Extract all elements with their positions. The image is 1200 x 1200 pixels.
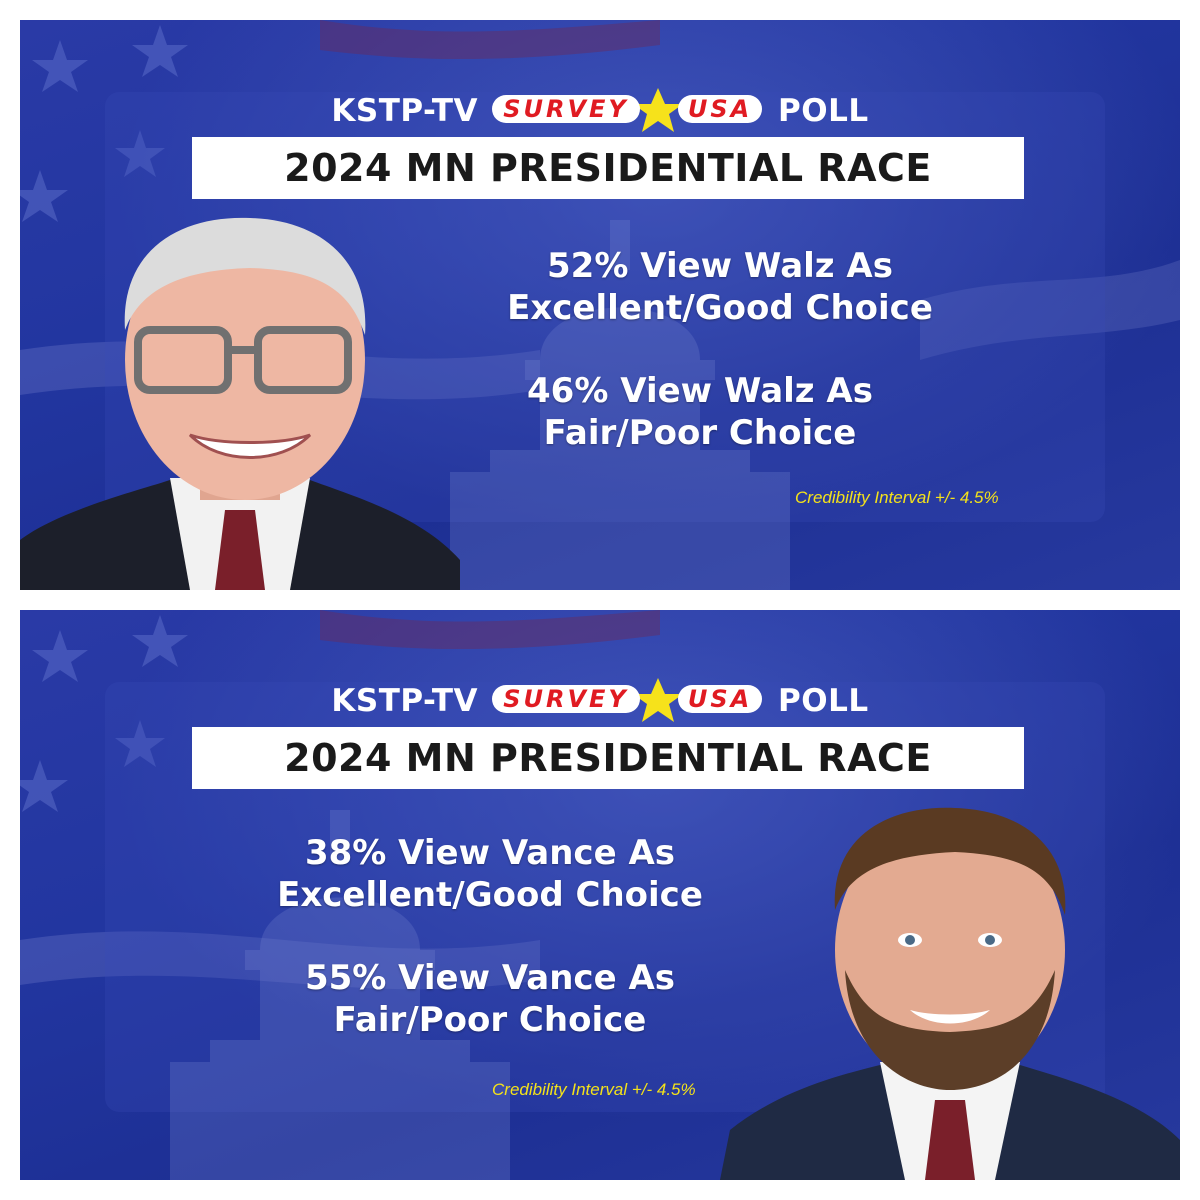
poll-header: KSTP-TV SURVEY USA POLL <box>20 678 1180 722</box>
poll-label: POLL <box>778 683 869 719</box>
capitol-dome-background <box>170 810 510 1180</box>
stat-favorable: 38% View Vance As Excellent/Good Choice <box>220 832 760 916</box>
logo-word-survey: SURVEY <box>492 95 641 123</box>
poll-graphic-walz: KSTP-TV SURVEY USA POLL 2024 MN PRESIDEN… <box>20 20 1180 590</box>
stat-unfavorable-line1: 46% View Walz As <box>527 371 873 411</box>
stat-favorable-line2: Excellent/Good Choice <box>277 875 703 915</box>
surveyusa-logo: SURVEY USA <box>488 678 768 724</box>
race-title: 2024 MN PRESIDENTIAL RACE <box>192 137 1024 199</box>
stat-favorable-line1: 38% View Vance As <box>304 833 676 873</box>
stat-favorable: 52% View Walz As Excellent/Good Choice <box>440 245 1000 329</box>
stat-unfavorable-line2: Fair/Poor Choice <box>543 413 857 453</box>
poll-header: KSTP-TV SURVEY USA POLL <box>20 88 1180 132</box>
surveyusa-logo: SURVEY USA <box>488 88 768 134</box>
poll-graphic-vance: KSTP-TV SURVEY USA POLL 2024 MN PRESIDEN… <box>20 610 1180 1180</box>
stat-favorable-line2: Excellent/Good Choice <box>507 288 933 328</box>
capitol-dome-background <box>450 220 790 590</box>
star-icon <box>633 88 684 132</box>
stat-favorable-line1: 52% View Walz As <box>547 246 893 286</box>
stat-unfavorable-line2: Fair/Poor Choice <box>333 1000 647 1040</box>
station-name: KSTP-TV <box>331 93 479 129</box>
credibility-interval: Credibility Interval +/- 4.5% <box>492 1080 696 1099</box>
person-portrait-walz-icon <box>20 217 460 590</box>
logo-word-survey: SURVEY <box>492 685 641 713</box>
station-name: KSTP-TV <box>331 683 479 719</box>
poll-label: POLL <box>778 93 869 129</box>
race-title: 2024 MN PRESIDENTIAL RACE <box>192 727 1024 789</box>
stat-unfavorable-line1: 55% View Vance As <box>304 958 676 998</box>
logo-word-usa: USA <box>678 685 763 713</box>
person-portrait-vance-icon <box>720 807 1180 1180</box>
credibility-interval: Credibility Interval +/- 4.5% <box>795 488 999 507</box>
stat-unfavorable: 55% View Vance As Fair/Poor Choice <box>220 957 760 1041</box>
stat-unfavorable: 46% View Walz As Fair/Poor Choice <box>440 370 960 454</box>
star-icon <box>633 678 684 722</box>
logo-word-usa: USA <box>678 95 763 123</box>
